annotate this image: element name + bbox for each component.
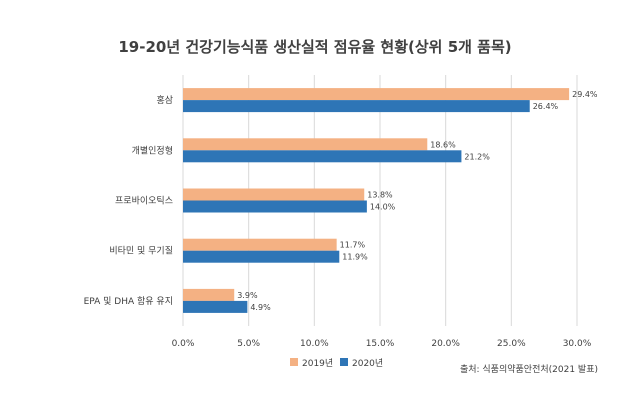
data-label: 29.4% [572,90,598,99]
data-label: 11.7% [340,241,366,250]
category-label: 홍삼 [156,94,173,106]
legend-label-2019: 2019년 [302,358,333,369]
bar-2019년 [183,238,337,251]
data-label: 18.6% [430,140,456,149]
source-note: 출처: 식품의약품안전처(2021 발표) [460,363,598,375]
category-label: 프로바이오틱스 [115,195,173,207]
data-label: 26.4% [533,102,559,111]
bar-2019년 [183,138,428,151]
data-labels: 29.4% 26.4% 18.6% 21.2% 13.8% 14.0% 11.7% 11.9%… [237,90,598,312]
x-tick-label: 5.0% [237,339,260,349]
data-label: 13.8% [367,191,393,200]
data-label: 3.9% [237,291,258,300]
data-label: 11.9% [342,253,368,262]
bar-2020년 [183,100,530,113]
x-axis-ticks: 0.0% 5.0% 10.0% 15.0% 20.0% 25.0% 30.0% [172,339,592,349]
bar-2019년 [183,88,570,101]
x-tick-label: 10.0% [300,339,329,349]
bar-2019년 [183,288,235,301]
bar-2020년 [183,250,340,263]
bar-2020년 [183,200,367,213]
legend-swatch-2020 [340,358,348,366]
x-tick-label: 25.0% [497,339,526,349]
data-label: 4.9% [250,303,271,312]
category-label: 개별인정형 [132,145,173,156]
bars [183,88,570,313]
legend-swatch-2019 [290,358,298,366]
bar-2020년 [183,150,462,163]
chart-title: 19-20년 건강기능식품 생산실적 점유율 현황(상위 5개 품목) [118,38,511,56]
category-label: 비타민 및 무기질 [109,245,173,257]
x-tick-label: 0.0% [172,339,195,349]
x-tick-label: 30.0% [563,339,592,349]
data-label: 14.0% [370,203,396,212]
data-label: 21.2% [464,152,490,161]
x-tick-label: 15.0% [366,339,395,349]
x-tick-label: 20.0% [431,339,460,349]
legend-label-2020: 2020년 [352,358,383,369]
bar-2019년 [183,188,365,201]
legend: 2019년 2020년 [290,358,383,369]
category-label: EPA 및 DHA 함유 유지 [84,295,173,307]
bar-2020년 [183,300,248,313]
